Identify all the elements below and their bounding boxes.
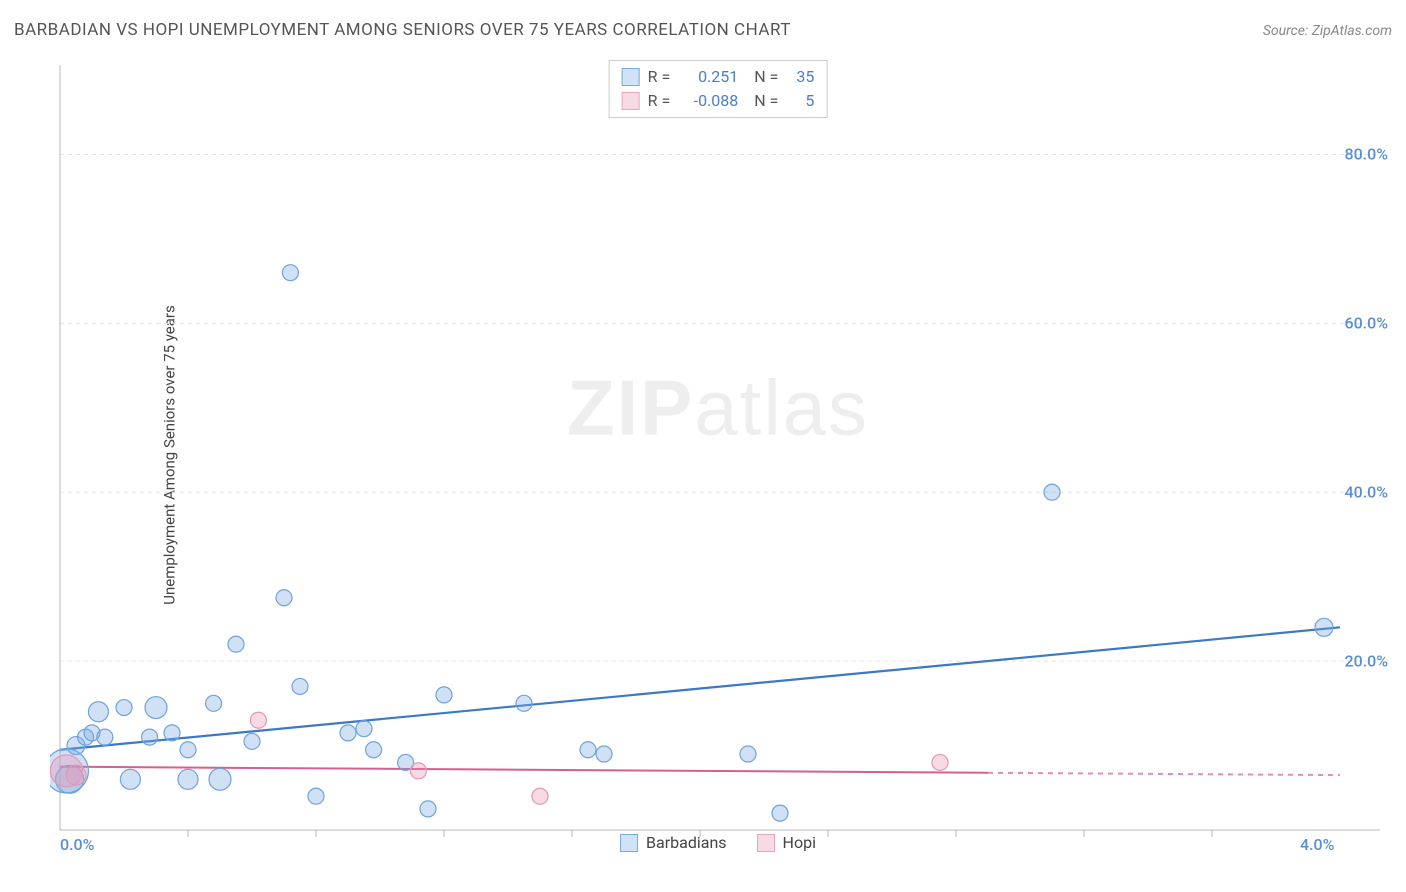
title-bar: BARBADIAN VS HOPI UNEMPLOYMENT AMONG SEN… — [14, 20, 1392, 40]
legend-label: Barbadians — [646, 833, 727, 852]
legend: Barbadians Hopi — [620, 833, 816, 852]
chart-area: Unemployment Among Seniors over 75 years… — [50, 60, 1386, 850]
x-tick-label: 4.0% — [1300, 835, 1334, 854]
n-label: N = — [746, 89, 778, 113]
x-tick-label: 0.0% — [60, 835, 94, 854]
stats-row: R = 0.251 N = 35 — [622, 65, 815, 89]
scatter-plot — [50, 60, 1386, 850]
stats-row: R = -0.088 N = 5 — [622, 89, 815, 113]
legend-label: Hopi — [783, 833, 816, 852]
series-swatch-icon — [622, 92, 640, 110]
r-label: R = — [648, 89, 671, 113]
source-attribution: Source: ZipAtlas.com — [1263, 23, 1392, 39]
n-value: 5 — [786, 89, 814, 113]
series-swatch-icon — [622, 68, 640, 86]
series-swatch-icon — [620, 834, 638, 852]
legend-item: Barbadians — [620, 833, 727, 852]
r-value: -0.088 — [678, 89, 738, 113]
r-label: R = — [648, 65, 671, 89]
y-tick-label: 80.0% — [1344, 145, 1388, 164]
chart-title: BARBADIAN VS HOPI UNEMPLOYMENT AMONG SEN… — [14, 20, 791, 40]
n-label: N = — [746, 65, 778, 89]
stats-box: R = 0.251 N = 35 R = -0.088 N = 5 — [609, 60, 828, 118]
y-tick-label: 20.0% — [1344, 652, 1388, 671]
r-value: 0.251 — [678, 65, 738, 89]
legend-item: Hopi — [757, 833, 816, 852]
y-tick-label: 40.0% — [1344, 483, 1388, 502]
y-tick-label: 60.0% — [1344, 314, 1388, 333]
n-value: 35 — [786, 65, 814, 89]
series-swatch-icon — [757, 834, 775, 852]
